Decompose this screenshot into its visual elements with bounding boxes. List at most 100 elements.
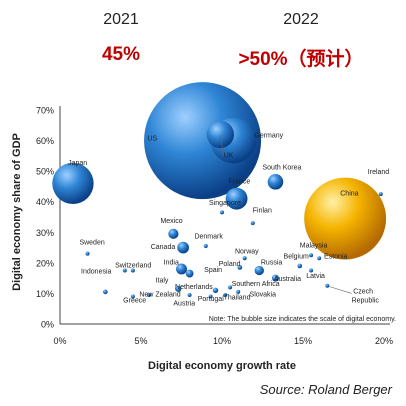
header: 2021 45% 2022 >50%（预计） xyxy=(0,0,406,80)
bubble-mexico xyxy=(168,228,179,239)
label-france: France xyxy=(228,178,250,185)
label-japan: Japan xyxy=(68,160,87,167)
label-us: US xyxy=(147,136,157,143)
label-sweden: Sweden xyxy=(79,240,104,247)
label-slovakia: Slovakia xyxy=(250,291,277,298)
axes: 0% 10% 20% 30% 40% 50% 60% 70% 0% 5% 10% 15% 20% xyxy=(36,106,393,347)
bubble-belgium xyxy=(297,263,303,269)
label-indonesia: Indonesia xyxy=(81,269,111,276)
bubble-austria xyxy=(187,292,192,297)
x-axis-title: Digital economy growth rate xyxy=(148,360,296,372)
label-finlan: Finlan xyxy=(253,207,272,214)
bubble-thailand xyxy=(223,292,228,297)
bubble-italy xyxy=(175,285,182,292)
y-axis-title: Digital economy share of GDP xyxy=(11,133,23,291)
x-tick-label: 15% xyxy=(294,336,312,346)
leader-line xyxy=(328,286,352,294)
bubble-poland xyxy=(237,265,243,270)
x-tick-label: 0% xyxy=(53,336,66,346)
y-tick-label: 50% xyxy=(36,167,54,177)
bubble-southern-africa xyxy=(228,285,233,290)
bubble-finlan xyxy=(250,221,255,226)
label-new-zealand: New Zealand xyxy=(139,291,180,298)
bubble-malaysia xyxy=(309,253,314,258)
label-ireland: Ireland xyxy=(368,169,390,176)
bubble-ireland xyxy=(378,192,383,197)
label-uk: UK xyxy=(224,152,234,159)
year-2021-label: 2021 xyxy=(103,11,139,28)
x-tick-label: 5% xyxy=(134,336,147,346)
label-switzerland: Switzerland xyxy=(115,262,151,269)
bubble-singapore xyxy=(220,210,224,215)
y-tick-label: 40% xyxy=(36,197,54,207)
bubble-norway xyxy=(242,256,247,261)
label-singapore: Singapore xyxy=(209,200,241,207)
source-note: Source: Roland Berger xyxy=(259,382,392,397)
bubble-us xyxy=(144,82,262,200)
bubble-slovakia xyxy=(236,289,241,294)
label-greece: Greece xyxy=(123,298,146,305)
chart-note: Note: The bubble size indicates the scal… xyxy=(209,316,396,323)
label-poland: Poland xyxy=(219,261,241,268)
value-2021: 45% xyxy=(101,44,141,65)
bubble-latvia xyxy=(309,268,314,273)
label-canada: Canada xyxy=(151,244,176,251)
y-tick-label: 60% xyxy=(36,136,54,146)
label-india: India xyxy=(164,259,179,266)
label-mexico: Mexico xyxy=(160,218,182,225)
bubble-russia xyxy=(254,265,264,276)
label-austria: Austria xyxy=(173,301,195,308)
bubble-china xyxy=(304,177,387,260)
bubble-south-korea xyxy=(267,174,284,190)
bubble-france xyxy=(225,187,248,210)
label-belgium: Belgium xyxy=(284,253,309,260)
bubble-japan xyxy=(52,162,94,205)
bubble-uk xyxy=(206,120,235,149)
y-tick-label: 20% xyxy=(36,258,54,268)
label-southern-africa: Southern Africa xyxy=(232,281,280,288)
label-portugal: Portugal xyxy=(198,296,225,303)
bubble-canada xyxy=(177,241,189,254)
label-republic: Republic xyxy=(352,298,380,305)
bubble-greece xyxy=(130,294,135,299)
label-denmark: Denmark xyxy=(194,233,223,240)
bubble-australia xyxy=(271,274,279,282)
label-czech: Czech xyxy=(353,288,373,295)
label-russia: Russia xyxy=(261,259,283,266)
bubble-netherlands xyxy=(212,287,219,294)
bubble-estonia xyxy=(317,256,322,261)
leader-line xyxy=(220,135,224,156)
bubble-india xyxy=(176,263,187,275)
y-tick-label: 70% xyxy=(36,106,54,116)
y-tick-label: 30% xyxy=(36,228,54,238)
label-thailand: Thailand xyxy=(224,295,251,302)
label-estonia: Estonia xyxy=(324,253,347,260)
y-tick-label: 0% xyxy=(41,320,54,330)
bubble-czech-republic xyxy=(325,283,330,288)
year-2022-label: 2022 xyxy=(283,11,319,28)
label-netherlands: Netherlands xyxy=(175,284,213,291)
bubble-switzerland xyxy=(130,268,135,273)
bubble-spain xyxy=(185,269,194,278)
bubble-new-zealand xyxy=(147,292,152,297)
bubbles xyxy=(52,82,387,299)
bubble-indonesia xyxy=(122,268,127,273)
label-south-korea: South Korea xyxy=(263,165,302,172)
x-tick-label: 10% xyxy=(213,336,231,346)
label-malaysia: Malaysia xyxy=(300,243,328,250)
y-tick-label: 10% xyxy=(36,289,54,299)
x-tick-label: 20% xyxy=(375,336,393,346)
value-2022: >50%（预计） xyxy=(238,49,364,70)
label-spain: Spain xyxy=(204,267,222,274)
label-latvia: Latvia xyxy=(306,273,325,280)
label-germany: Germany xyxy=(254,133,283,140)
label-norway: Norway xyxy=(235,249,259,256)
label-australia: Australia xyxy=(274,276,301,283)
bubble-sweden xyxy=(85,251,90,256)
bubble-unlabeled xyxy=(103,289,108,295)
label-italy: Italy xyxy=(156,278,169,285)
label-china: China xyxy=(340,191,358,198)
bubble-denmark xyxy=(203,244,208,249)
bubble-portugal xyxy=(208,294,213,299)
